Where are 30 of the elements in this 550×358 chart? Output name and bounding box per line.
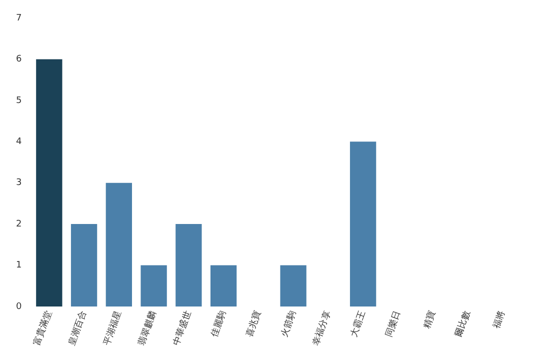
x-tick-label: 同樂日: [383, 309, 403, 339]
x-tick-label: 平湖福星: [101, 309, 124, 347]
y-tick-label: 1: [16, 260, 22, 271]
y-tick-label: 6: [16, 54, 22, 65]
x-tick-label: 火箭駒: [278, 309, 298, 339]
x-tick-label: 翡翠麒麟: [136, 309, 159, 347]
bar: [176, 224, 202, 306]
bar: [280, 265, 306, 306]
bar: [36, 59, 62, 306]
y-tick-label: 0: [16, 302, 22, 312]
bar: [106, 182, 132, 306]
x-tick-label: 精寶: [421, 309, 438, 330]
x-tick-label: 喜兆寶: [244, 309, 264, 339]
y-tick-label: 2: [16, 219, 22, 230]
x-tick-label: 大霸王: [348, 309, 368, 339]
x-tick-label: 富貴滿堂: [32, 309, 54, 347]
x-tick-label: 福將: [491, 309, 508, 330]
y-tick-label: 3: [16, 178, 22, 188]
x-tick-label: 幸福分享: [310, 309, 334, 347]
bar: [350, 142, 376, 306]
x-tick-label: 爾比數: [453, 309, 473, 339]
y-tick-label: 5: [16, 96, 22, 106]
x-tick-label: 皇潮百合: [66, 309, 90, 347]
bar: [70, 224, 98, 306]
bar: [140, 265, 167, 306]
y-tick-label: 4: [16, 136, 22, 147]
x-tick-label: 佳麗駒: [209, 309, 229, 339]
y-tick-label: 7: [16, 13, 22, 24]
x-tick-label: 中華盛世: [171, 309, 194, 347]
bar: [210, 265, 237, 306]
